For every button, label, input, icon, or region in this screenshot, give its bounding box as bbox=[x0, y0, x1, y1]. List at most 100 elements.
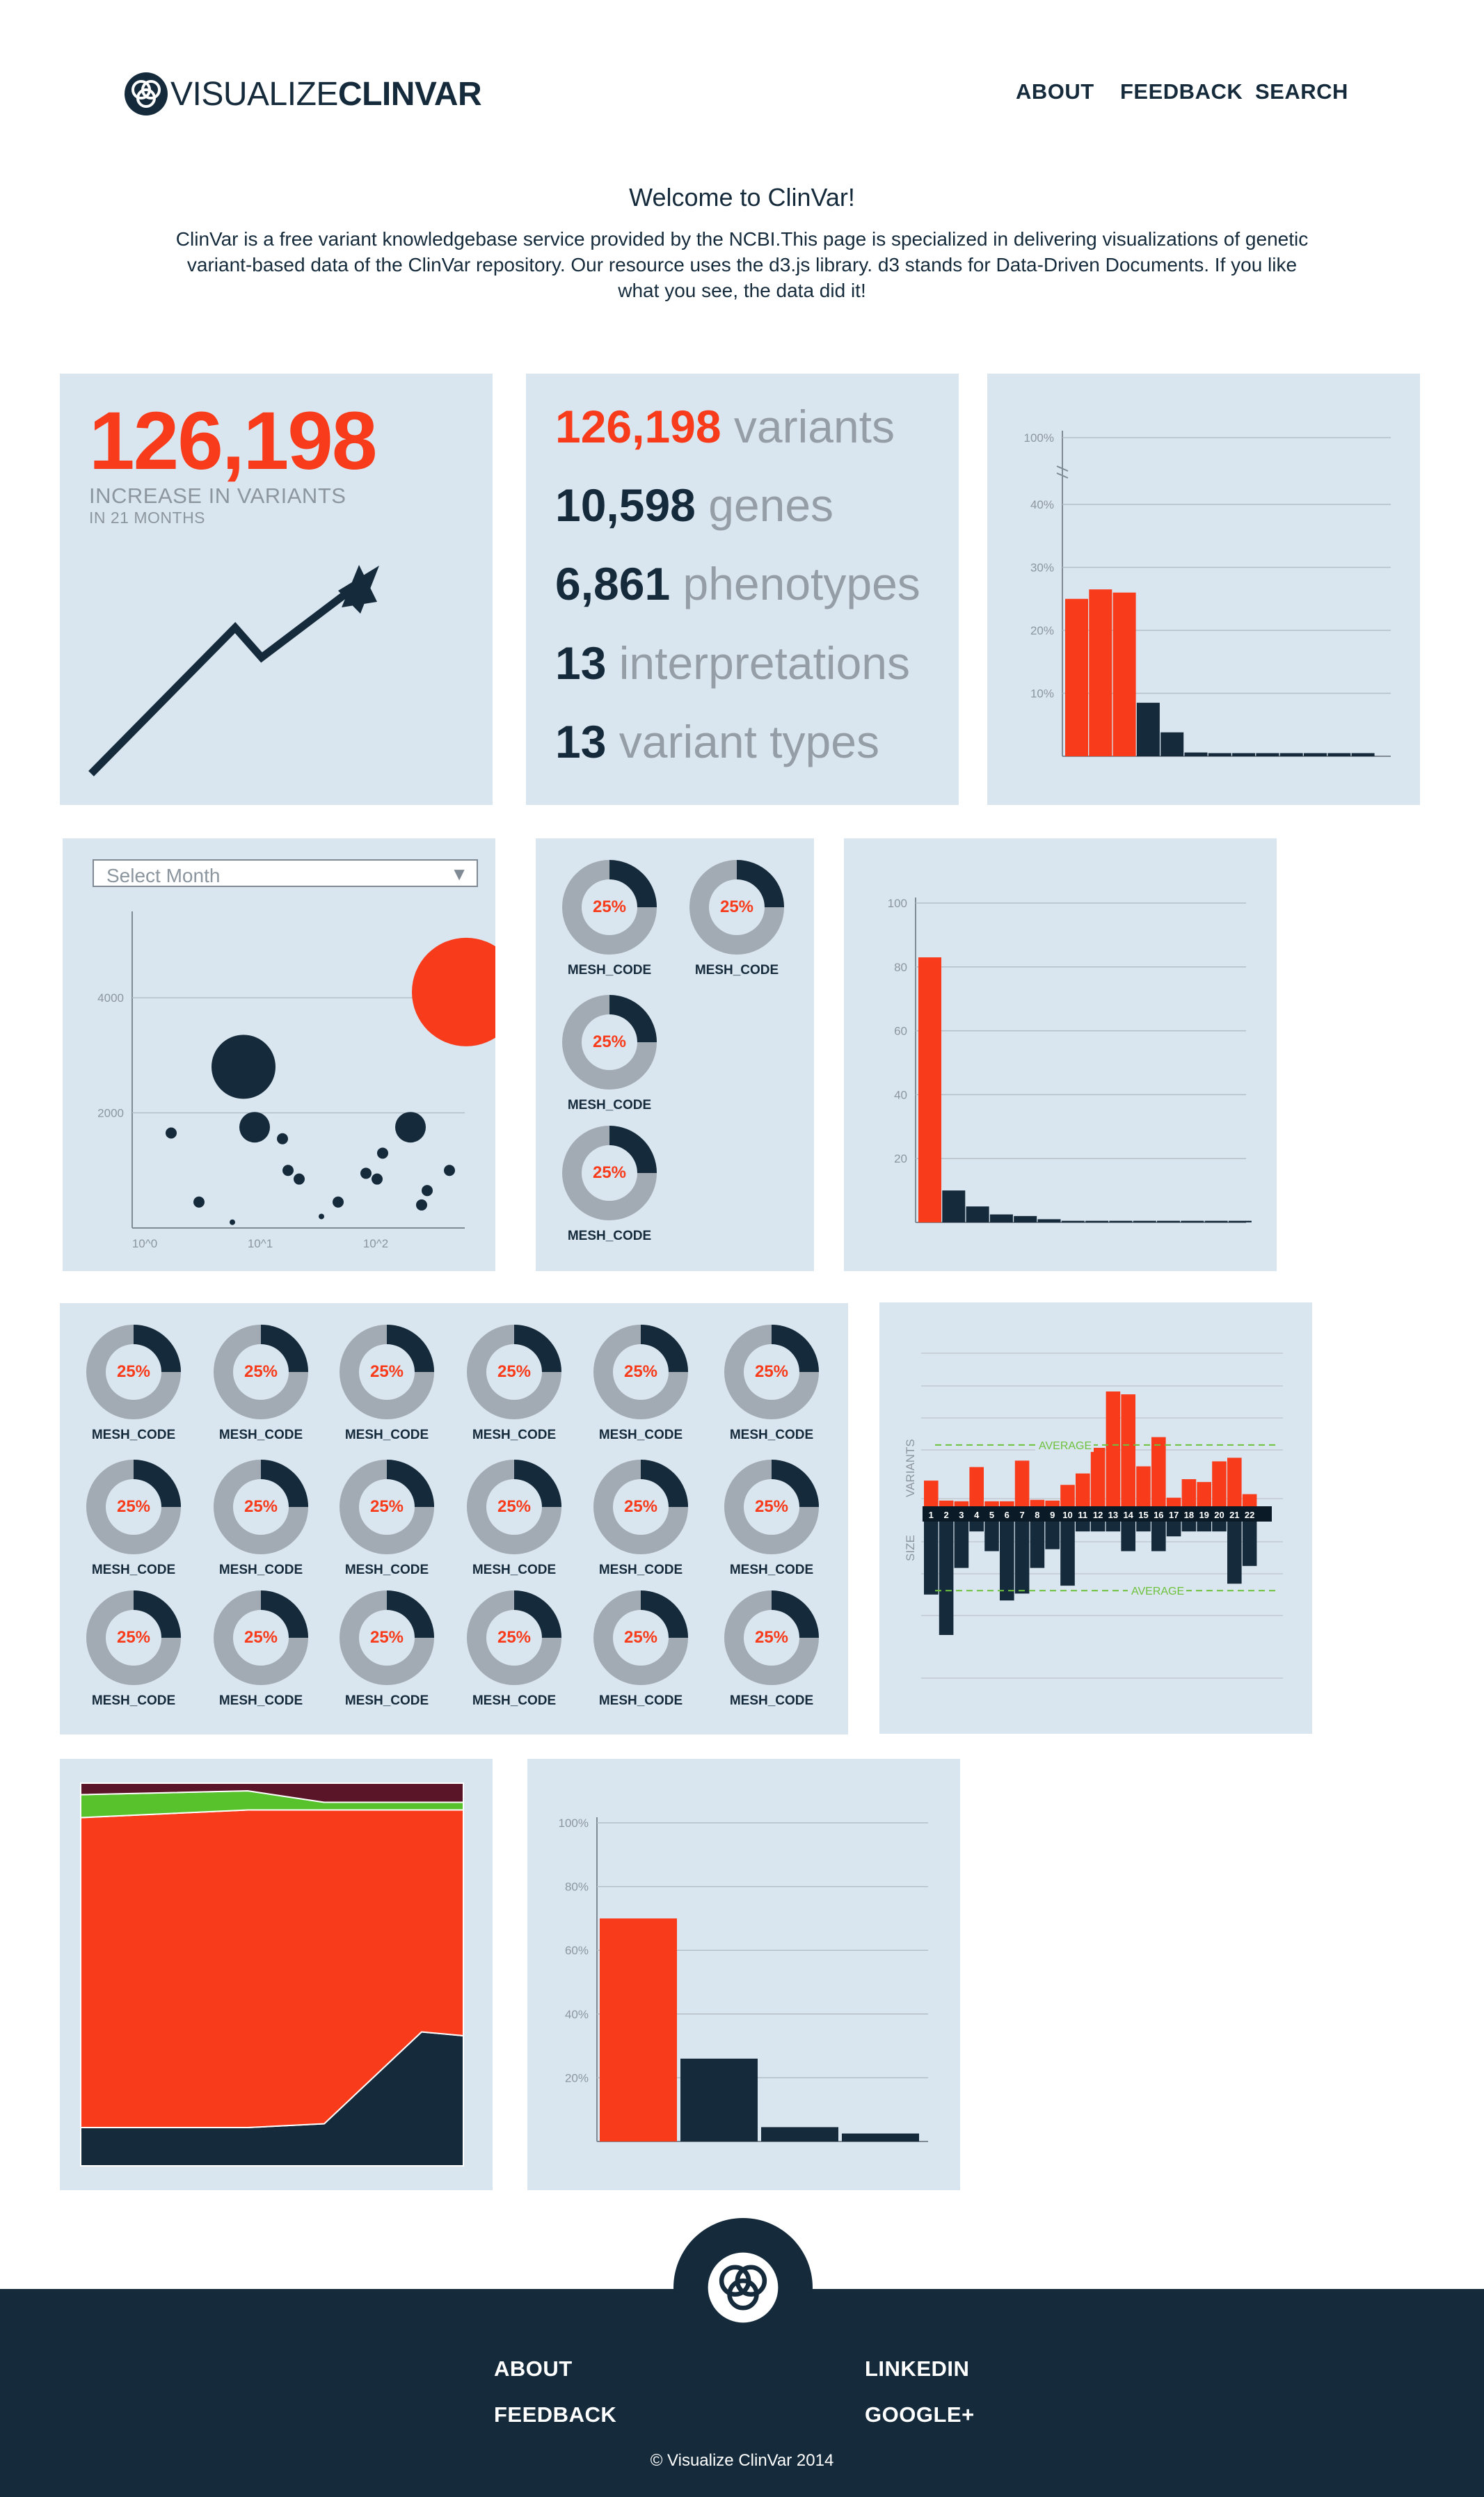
footer-link-linkedin[interactable]: LINKEDIN bbox=[865, 2356, 970, 2381]
donut-label: MESH_CODE bbox=[91, 1693, 176, 1708]
stat-value: 13 bbox=[555, 716, 607, 767]
donut-chart bbox=[562, 860, 657, 955]
x-tick-label: 10^1 bbox=[248, 1237, 273, 1250]
y-tick-label: 40% bbox=[1030, 498, 1054, 511]
donut-item[interactable]: 25% MESH_CODE bbox=[561, 994, 658, 1113]
donut-chart bbox=[214, 1325, 308, 1419]
bar bbox=[1351, 753, 1375, 756]
donut-item[interactable]: 25% MESH_CODE bbox=[723, 1323, 820, 1443]
donut-item[interactable]: 25% MESH_CODE bbox=[212, 1589, 310, 1709]
donut-item[interactable]: 25% MESH_CODE bbox=[592, 1458, 689, 1578]
chromosome-label: 4 bbox=[974, 1510, 980, 1520]
donut-chart bbox=[467, 1590, 561, 1685]
footer-link-googleplus[interactable]: GOOGLE+ bbox=[865, 2402, 975, 2427]
donut-item[interactable]: 25% MESH_CODE bbox=[85, 1589, 182, 1709]
bar bbox=[680, 2058, 758, 2141]
donut-item[interactable]: 25% MESH_CODE bbox=[85, 1458, 182, 1578]
increase-label: INCREASE IN VARIANTS bbox=[89, 484, 346, 508]
area-series bbox=[80, 1782, 464, 1803]
donut-slice bbox=[260, 1590, 308, 1638]
bar bbox=[942, 1190, 966, 1222]
donut-percent: 25% bbox=[719, 898, 754, 916]
nav-about[interactable]: ABOUT bbox=[1016, 79, 1094, 104]
donut-item[interactable]: 25% MESH_CODE bbox=[723, 1458, 820, 1578]
donut-percent: 25% bbox=[592, 1163, 627, 1182]
donut-item[interactable]: 25% MESH_CODE bbox=[338, 1589, 436, 1709]
chromosome-label: 7 bbox=[1019, 1510, 1024, 1520]
donut-item[interactable]: 25% MESH_CODE bbox=[212, 1323, 310, 1443]
bar bbox=[600, 1918, 677, 2141]
donut-chart bbox=[593, 1590, 688, 1685]
donut-chart bbox=[214, 1590, 308, 1685]
donut-item[interactable]: 25% MESH_CODE bbox=[465, 1458, 563, 1578]
donut-item[interactable]: 25% MESH_CODE bbox=[723, 1589, 820, 1709]
variant-bar bbox=[1000, 1501, 1014, 1506]
donut-slice bbox=[133, 1590, 181, 1638]
variant-bar bbox=[924, 1481, 939, 1506]
donut-percent: 25% bbox=[497, 1362, 532, 1381]
bar bbox=[1256, 753, 1279, 756]
stat-row: 6,861 phenotypes bbox=[555, 557, 920, 610]
donut-chart bbox=[340, 1325, 434, 1419]
bubble bbox=[360, 1167, 372, 1179]
donut-label: MESH_CODE bbox=[729, 1428, 814, 1442]
month-select-label: Select Month bbox=[106, 865, 221, 886]
chromosome-label: 21 bbox=[1229, 1510, 1239, 1520]
donut-item[interactable]: 25% MESH_CODE bbox=[592, 1589, 689, 1709]
nav-search[interactable]: SEARCH bbox=[1255, 79, 1348, 104]
donut-item[interactable]: 25% MESH_CODE bbox=[465, 1323, 563, 1443]
size-bar bbox=[969, 1522, 984, 1532]
donut-item[interactable]: 25% MESH_CODE bbox=[465, 1589, 563, 1709]
size-bar bbox=[1106, 1522, 1121, 1532]
axis-break-icon bbox=[1056, 465, 1069, 479]
chromosome-label: 13 bbox=[1108, 1510, 1118, 1520]
size-bar bbox=[1166, 1522, 1181, 1537]
logo-icon[interactable] bbox=[124, 72, 168, 116]
variant-bar bbox=[1045, 1500, 1060, 1506]
bar-chart-2: 20 40 60 80 100 bbox=[888, 897, 1252, 1223]
donut-item[interactable]: 25% MESH_CODE bbox=[688, 859, 785, 978]
donut-slice bbox=[513, 1325, 561, 1373]
donut-chart bbox=[214, 1460, 308, 1554]
nav-feedback[interactable]: FEEDBACK bbox=[1120, 79, 1243, 104]
donut-slice bbox=[260, 1460, 308, 1508]
donut-item[interactable]: 25% MESH_CODE bbox=[338, 1458, 436, 1578]
donut-item[interactable]: 25% MESH_CODE bbox=[561, 859, 658, 978]
donut-chart bbox=[86, 1325, 181, 1419]
bar-chart-3: 20% 40% 60% 80% 100% bbox=[559, 1817, 928, 2142]
donut-label: MESH_CODE bbox=[567, 1098, 652, 1112]
donut-grid-panel bbox=[60, 1303, 848, 1734]
chromosome-band bbox=[923, 1506, 1272, 1522]
footer-link-about[interactable]: ABOUT bbox=[494, 2356, 573, 2381]
donut-item[interactable]: 25% MESH_CODE bbox=[338, 1323, 436, 1443]
size-bar bbox=[954, 1522, 969, 1568]
chromosome-label: 9 bbox=[1050, 1510, 1055, 1520]
size-bar bbox=[1000, 1522, 1014, 1601]
bubble bbox=[193, 1196, 205, 1208]
footer-link-feedback[interactable]: FEEDBACK bbox=[494, 2402, 617, 2427]
donut-item[interactable]: 25% MESH_CODE bbox=[212, 1458, 310, 1578]
donut-item[interactable]: 25% MESH_CODE bbox=[85, 1323, 182, 1443]
bar bbox=[1136, 703, 1160, 756]
size-bar bbox=[1090, 1522, 1106, 1532]
donut-label: MESH_CODE bbox=[218, 1693, 303, 1708]
bubble bbox=[377, 1147, 388, 1159]
donut-item[interactable]: 25% MESH_CODE bbox=[561, 1124, 658, 1244]
chromosome-label: 22 bbox=[1245, 1510, 1254, 1520]
y-tick-label: 100% bbox=[1024, 431, 1054, 445]
stat-value: 10,598 bbox=[555, 479, 696, 531]
logo-text[interactable]: VISUALIZECLINVAR bbox=[170, 76, 482, 113]
bubble bbox=[333, 1196, 344, 1208]
donut-percent: 25% bbox=[623, 1628, 658, 1647]
donut-chart bbox=[724, 1590, 819, 1685]
footer-logo-icon[interactable] bbox=[707, 2251, 779, 2324]
chromosome-label: 3 bbox=[959, 1510, 964, 1520]
stats-panel bbox=[526, 374, 959, 805]
donut-item[interactable]: 25% MESH_CODE bbox=[592, 1323, 689, 1443]
copyright: © Visualize ClinVar 2014 bbox=[650, 2451, 834, 2470]
chromosome-label: 8 bbox=[1035, 1510, 1039, 1520]
size-bar bbox=[984, 1522, 999, 1551]
month-select[interactable]: Select Month ▼ bbox=[93, 859, 478, 887]
bar bbox=[1037, 1219, 1061, 1222]
donut-percent: 25% bbox=[369, 1628, 404, 1647]
